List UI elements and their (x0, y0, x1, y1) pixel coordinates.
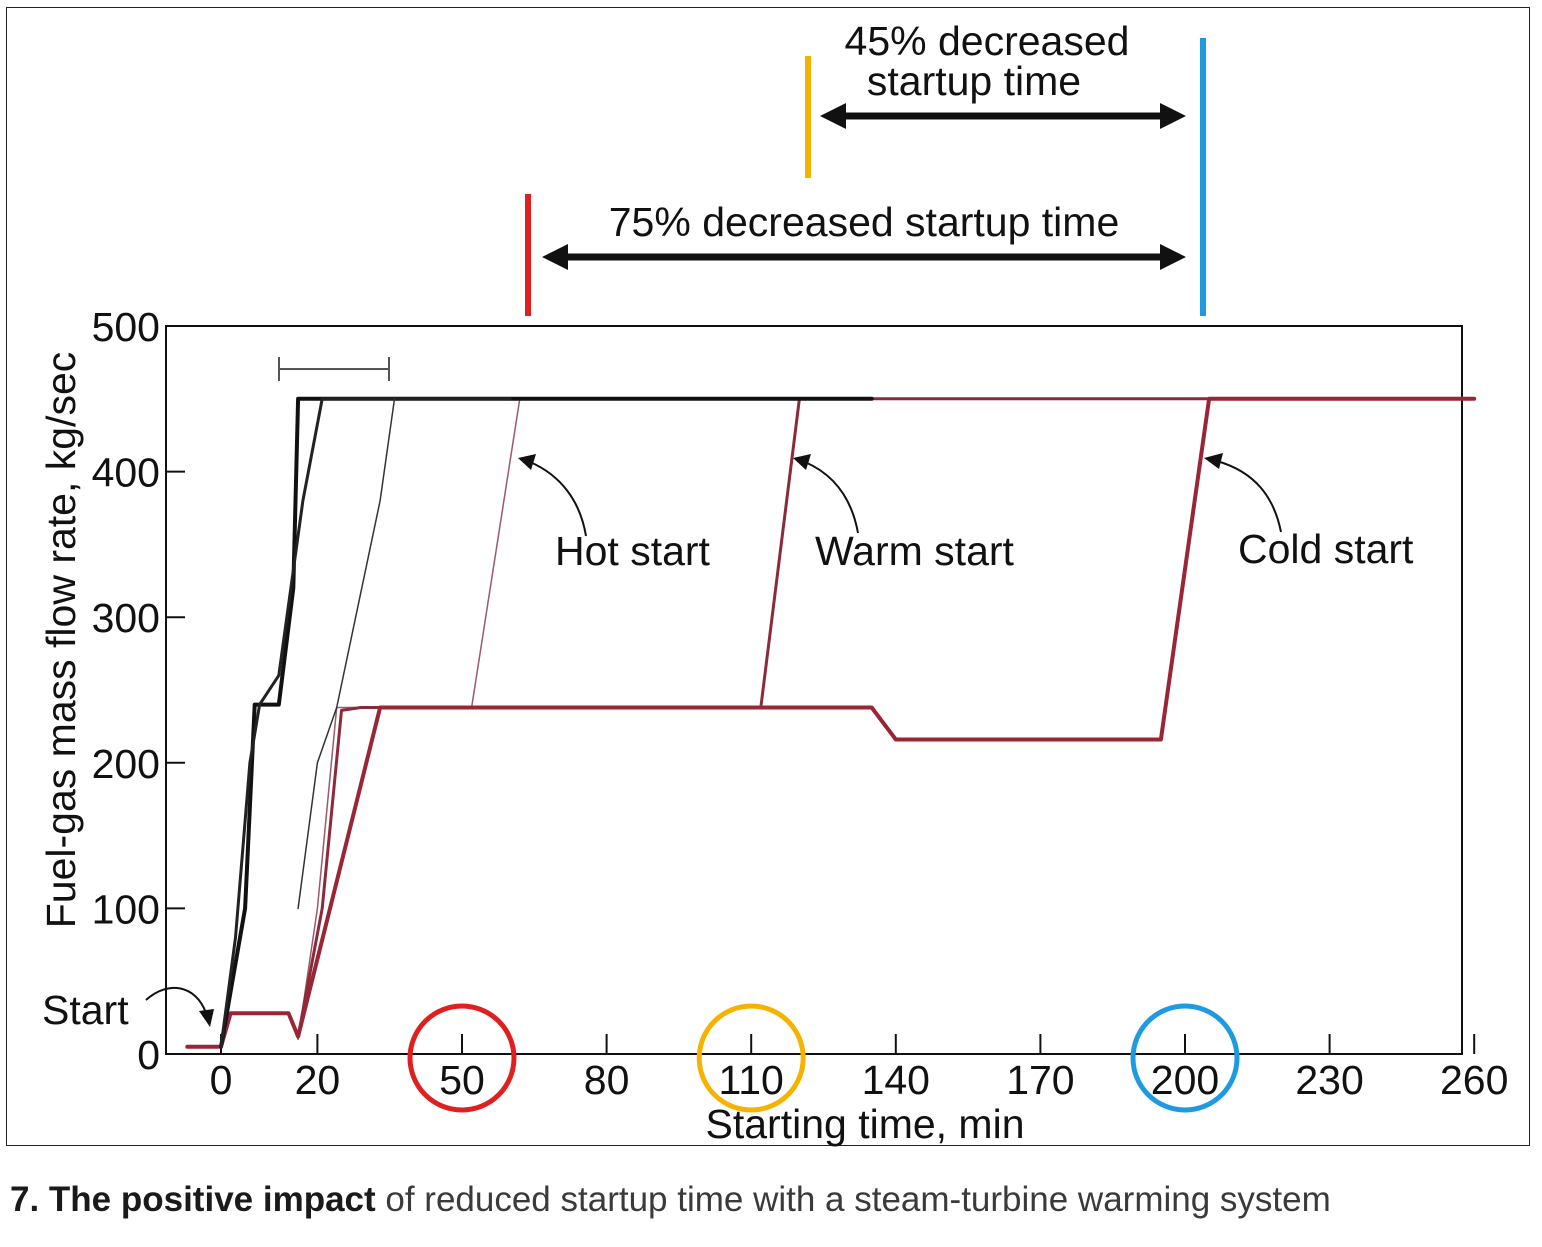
y-tick-label: 100 (92, 886, 160, 932)
arrow-45-percent (820, 103, 1186, 129)
annotation-45-percent-line1: 45% decreased (845, 18, 1130, 64)
hot-start-callout (518, 454, 587, 537)
x-tick-label: 110 (719, 1057, 784, 1103)
caption-text: of reduced startup time with a steam-tur… (375, 1180, 1331, 1219)
x-tick-label: 260 (1440, 1057, 1508, 1103)
y-tick-label: 500 (92, 304, 160, 350)
hot-start-label: Hot start (555, 528, 711, 574)
warm-start-callout (793, 454, 859, 534)
series-line-4 (219, 397, 512, 1049)
x-tick-label: 80 (584, 1057, 630, 1103)
series-line-3 (219, 396, 874, 1049)
series-layer (185, 396, 1477, 1049)
y-axis-ticks: 0 100 200 300 400 500 (92, 304, 185, 1078)
x-tick-label: 20 (295, 1057, 341, 1103)
annotation-75-percent: 75% decreased startup time (609, 199, 1120, 245)
x-tick-label: 170 (1006, 1057, 1074, 1103)
y-axis-label: Fuel-gas mass flow rate, kg/sec (38, 352, 84, 928)
figure-caption: 7. The positive impact of reduced startu… (10, 1180, 1331, 1220)
arrow-75-percent (542, 244, 1186, 270)
cold-start-label: Cold start (1238, 526, 1414, 572)
highlight-circles (407, 1003, 1240, 1113)
start-callout (145, 986, 214, 1027)
y-tick-label: 0 (137, 1032, 160, 1078)
x-axis-label: Starting time, min (706, 1101, 1025, 1147)
x-axis-ticks: 0 20 50 80 110 140 170 200 230 260 (210, 1034, 1508, 1103)
y-tick-label: 400 (92, 450, 160, 496)
caption-bold: 7. The positive impact (10, 1180, 376, 1219)
y-tick-label: 200 (92, 741, 160, 787)
plot-area (165, 325, 1463, 1055)
figure-frame (6, 7, 1530, 1146)
x-tick-label: 230 (1295, 1057, 1363, 1103)
start-label: Start (42, 987, 129, 1033)
series-line-5 (297, 398, 396, 910)
tick-highlight-circle (696, 1003, 806, 1113)
startup-time-chart: 0 100 200 300 400 500 0 20 50 80 110 140 170 200 230 2… (38, 18, 1508, 1147)
x-tick-label: 200 (1151, 1057, 1219, 1103)
warm-start-label: Warm start (815, 528, 1015, 574)
cold-start-callout (1204, 453, 1282, 533)
annotation-layer: 75% decreased startup time 45% decreased… (42, 18, 1414, 1033)
y-tick-label: 300 (92, 595, 160, 641)
tick-highlight-circle (1130, 1003, 1240, 1113)
tick-highlight-circle (407, 1003, 517, 1113)
series-cold-start (185, 396, 1477, 1049)
annotation-45-percent-line2: startup time (867, 58, 1081, 104)
x-tick-label: 0 (210, 1057, 233, 1103)
x-tick-label: 50 (439, 1057, 485, 1103)
x-tick-label: 140 (862, 1057, 930, 1103)
